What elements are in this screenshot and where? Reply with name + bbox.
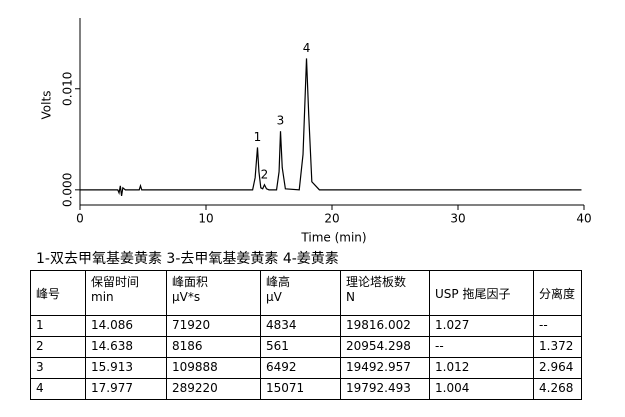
table-cell: 289220: [166, 378, 261, 400]
caption: 1-双去甲氧基姜黄素 3-去甲氧基姜黄素 4-姜黄素: [36, 251, 339, 267]
header-cell: USP 拖尾因子: [429, 270, 534, 316]
header-text: 分离度: [539, 286, 576, 301]
header-text: μV: [266, 290, 282, 304]
y-tick-label: 0.010: [61, 72, 75, 106]
table-cell: 1.027: [429, 315, 534, 337]
table-cell: 20954.298: [340, 336, 430, 358]
table-cell: --: [533, 315, 582, 337]
peak-label: 3: [277, 114, 285, 128]
table-cell: 4: [30, 378, 86, 400]
y-tick-label: 0.000: [61, 173, 75, 207]
table-cell: 2: [30, 336, 86, 358]
table-cell: 19816.002: [340, 315, 430, 337]
table-cell: 15071: [260, 378, 341, 400]
table-row: 1 14.086 71920 4834 19816.002 1.027 --: [30, 315, 582, 337]
peak-label: 4: [303, 41, 311, 55]
header-text: 峰面积: [172, 275, 209, 289]
table-cell: 1.012: [429, 357, 534, 379]
table-cell: 19792.493: [340, 378, 430, 400]
table-cell: 1: [30, 315, 86, 337]
header-text: USP 拖尾因子: [435, 286, 511, 301]
peak-label: 2: [261, 167, 269, 181]
x-tick-label: 20: [324, 212, 339, 226]
table-cell: 8186: [166, 336, 261, 358]
peak-label: 1: [254, 130, 262, 144]
table-cell: 3: [30, 357, 86, 379]
table-cell: 4834: [260, 315, 341, 337]
table-cell: 14.086: [85, 315, 167, 337]
table-cell: 14.638: [85, 336, 167, 358]
table-cell: 2.964: [533, 357, 582, 379]
chart: Volts Time (min) 0 10 20 30 40 0.000 0.010 1 2 3 4: [40, 18, 592, 245]
table-cell: --: [429, 336, 534, 358]
x-tick-label: 10: [198, 212, 213, 226]
header-text: N: [346, 290, 355, 304]
table-cell: 1.372: [533, 336, 582, 358]
table-cell: 15.913: [85, 357, 167, 379]
table-cell: 19492.957: [340, 357, 430, 379]
header-cell: 峰高 μV: [260, 270, 341, 316]
table-cell: 561: [260, 336, 341, 358]
table-cell: 4.268: [533, 378, 582, 400]
table-cell: 1.004: [429, 378, 534, 400]
table-row: 3 15.913 109888 6492 19492.957 1.012 2.964: [30, 357, 582, 379]
table-cell: 109888: [166, 357, 261, 379]
header-cell: 峰号: [30, 270, 86, 316]
header-text: min: [91, 290, 114, 304]
table-row: 2 14.638 8186 561 20954.298 -- 1.372: [30, 336, 582, 358]
header-cell: 保留时间 min: [85, 270, 167, 316]
x-tick-label: 0: [76, 212, 84, 226]
x-tick-label: 30: [450, 212, 465, 226]
x-tick-label: 40: [576, 212, 591, 226]
x-axis-label: Time (min): [300, 231, 366, 245]
header-cell: 分离度: [533, 270, 582, 316]
header-text: 保留时间: [91, 275, 140, 289]
data-table: 峰号 保留时间 min 峰面积 μV*s 峰高 μV 理论塔板数 N USP 拖尾因子 分离度 1 14…: [30, 270, 582, 400]
signal-line: [80, 58, 582, 196]
y-axis-label: Volts: [40, 91, 54, 120]
header-text: 峰高: [266, 275, 291, 289]
header-text: μV*s: [172, 290, 201, 304]
table-row: 4 17.977 289220 15071 19792.493 1.004 4.268: [30, 378, 582, 400]
table-cell: 17.977: [85, 378, 167, 400]
header-cell: 峰面积 μV*s: [166, 270, 261, 316]
table-cell: 6492: [260, 357, 341, 379]
table-cell: 71920: [166, 315, 261, 337]
header-row: 峰号 保留时间 min 峰面积 μV*s 峰高 μV 理论塔板数 N USP 拖尾因子 分离度: [30, 270, 582, 316]
header-text: 理论塔板数: [346, 275, 407, 289]
header-text: 峰号: [36, 286, 61, 301]
header-cell: 理论塔板数 N: [340, 270, 430, 316]
